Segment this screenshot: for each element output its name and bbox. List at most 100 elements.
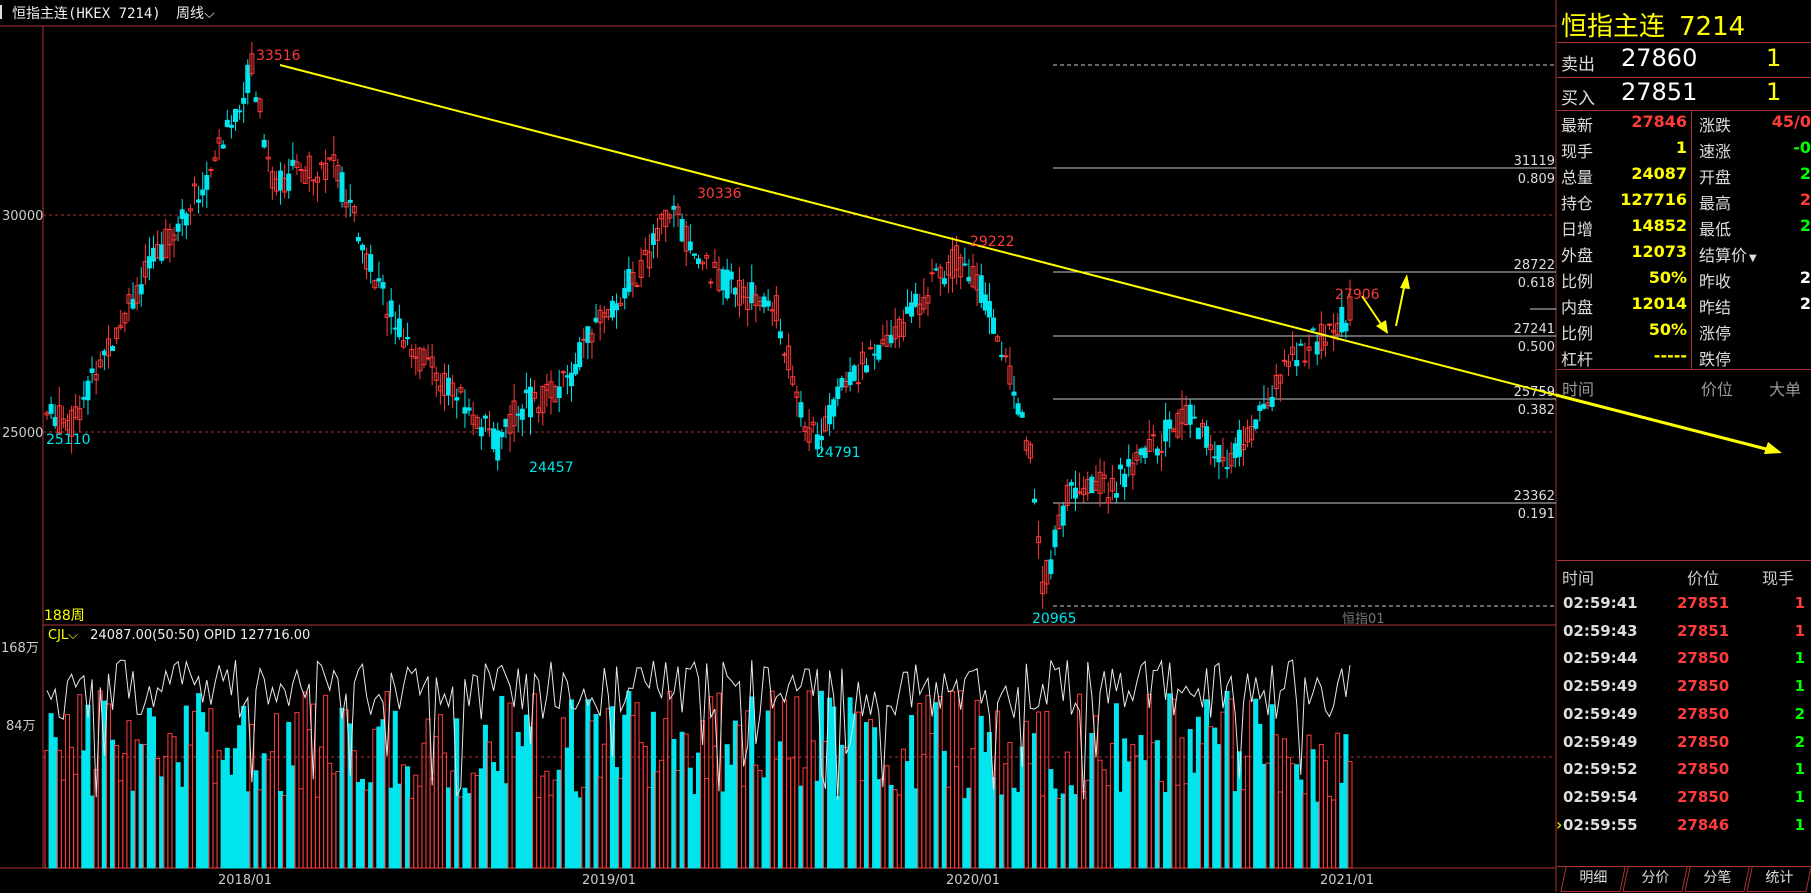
- tick-row[interactable]: 02:59:49 27850 2: [1557, 729, 1811, 756]
- quote-field: 日增 14852: [1561, 214, 1687, 240]
- tick-row[interactable]: 02:59:49 27850 2: [1557, 701, 1811, 728]
- volume-bar: [888, 784, 894, 869]
- candle-body: [1302, 360, 1308, 363]
- candle-body: [450, 382, 456, 397]
- candle-body: [159, 244, 165, 261]
- fib-ratio: 0.382: [1518, 403, 1555, 418]
- candle-body: [782, 353, 788, 356]
- bottom-tab[interactable]: 分笔: [1684, 867, 1750, 892]
- tick-price: 27850: [1677, 649, 1730, 668]
- volume-bars: [44, 690, 1353, 869]
- candle-body: [396, 318, 402, 338]
- volume-bar: [1339, 782, 1345, 869]
- candle-body: [675, 206, 681, 215]
- candle-body: [81, 396, 87, 400]
- candle-body: [1199, 422, 1205, 428]
- candle-body: [1068, 482, 1074, 486]
- candle-body: [626, 268, 632, 292]
- candle-body: [1236, 429, 1242, 457]
- volume-bar: [278, 790, 284, 869]
- volume-bar: [462, 787, 468, 869]
- candle-body: [77, 408, 83, 421]
- bottom-tabs: 明细 分价 分笔 统计: [1557, 866, 1811, 893]
- quote-field[interactable]: 结算价 ▼: [1699, 240, 1811, 266]
- candle-body: [589, 333, 595, 343]
- candle-body: [118, 324, 124, 328]
- candle-body: [876, 344, 882, 360]
- field-value: 45/0: [1771, 112, 1811, 131]
- tick-row[interactable]: 02:59:43 27851 1: [1557, 618, 1811, 645]
- volume-bar: [982, 751, 988, 869]
- candle-body: [1232, 443, 1238, 458]
- tick-row[interactable]: 02:59:44 27850 1: [1557, 645, 1811, 672]
- quote-panel: 恒指主连 7214 卖出 27860 1 买入 27851 1 最新 27846 现手…: [1556, 0, 1811, 893]
- candle-body: [474, 417, 480, 430]
- tick-price: 27851: [1677, 594, 1730, 612]
- candle-body: [966, 276, 972, 282]
- candle-body: [216, 137, 222, 144]
- field-label: 速涨: [1699, 142, 1732, 161]
- ask-row[interactable]: 卖出 27860 1: [1561, 44, 1811, 76]
- indicator-selector[interactable]: CJL⌵: [48, 628, 78, 643]
- bid-row[interactable]: 买入 27851 1: [1561, 78, 1811, 110]
- bottom-tab[interactable]: 分价: [1622, 867, 1688, 892]
- volume-bar: [1113, 703, 1119, 869]
- volume-bar: [1253, 698, 1259, 869]
- period-selector[interactable]: 周线⌵: [176, 3, 215, 23]
- tick-row[interactable]: 02:59:54 27850 1: [1557, 784, 1811, 811]
- volume-bar: [839, 744, 845, 869]
- volume-bar: [523, 714, 529, 869]
- fib-price: 31119: [1514, 154, 1555, 169]
- volume-bar: [146, 707, 152, 869]
- volume-bar: [962, 798, 968, 869]
- bottom-tab[interactable]: 明细: [1560, 867, 1626, 892]
- volume-bar: [130, 790, 136, 869]
- candle-body: [69, 409, 75, 437]
- candle-body: [388, 300, 394, 317]
- bid-volume: 1: [1766, 78, 1782, 106]
- tick-row[interactable]: 02:59:41 27851 1: [1557, 590, 1811, 617]
- tick-row[interactable]: 02:59:52 27850 1: [1557, 756, 1811, 783]
- volume-bar: [720, 791, 726, 869]
- volume-bar: [999, 794, 1005, 869]
- volume-bar: [671, 738, 677, 869]
- field-label: 最新: [1561, 116, 1594, 135]
- candle-body: [343, 202, 349, 208]
- quote-field: 跌停: [1699, 344, 1811, 370]
- volume-bar: [1138, 735, 1144, 869]
- volume-bar: [1314, 801, 1320, 869]
- candle-body: [761, 296, 767, 308]
- caret-down-icon: ▼: [1749, 253, 1757, 264]
- volume-bar: [286, 721, 292, 869]
- volume-bar: [1224, 690, 1230, 869]
- volume-bar: [1077, 693, 1083, 869]
- tick-row[interactable]: 02:59:55 27846 1: [1557, 812, 1811, 839]
- open-interest-line: [46, 659, 1351, 800]
- candle-body: [638, 259, 644, 278]
- tick-row[interactable]: 02:59:49 27850 1: [1557, 673, 1811, 700]
- candle-body: [818, 436, 824, 441]
- quote-field: 外盘 12073: [1561, 240, 1687, 266]
- candle-body: [462, 407, 468, 414]
- candle-body: [1253, 419, 1259, 429]
- candle-body: [933, 268, 939, 271]
- candle-body: [1072, 487, 1078, 499]
- up-arrow-icon: [1400, 274, 1410, 289]
- bottom-tab[interactable]: 统计: [1746, 867, 1811, 892]
- candle-body: [585, 326, 591, 343]
- volume-bar: [138, 743, 144, 869]
- volume-bar: [564, 747, 570, 869]
- candle-body: [859, 351, 865, 365]
- candle-body: [257, 98, 263, 113]
- volume-bar: [626, 690, 632, 869]
- volume-bar: [913, 788, 919, 869]
- candle-body: [646, 251, 652, 269]
- candle-body: [937, 266, 943, 279]
- candle-body: [728, 271, 734, 280]
- candle-body: [1347, 296, 1353, 321]
- candle-body: [1167, 419, 1173, 429]
- volume-bar: [515, 732, 521, 869]
- candle-body: [1269, 396, 1275, 407]
- candle-body: [1294, 360, 1300, 367]
